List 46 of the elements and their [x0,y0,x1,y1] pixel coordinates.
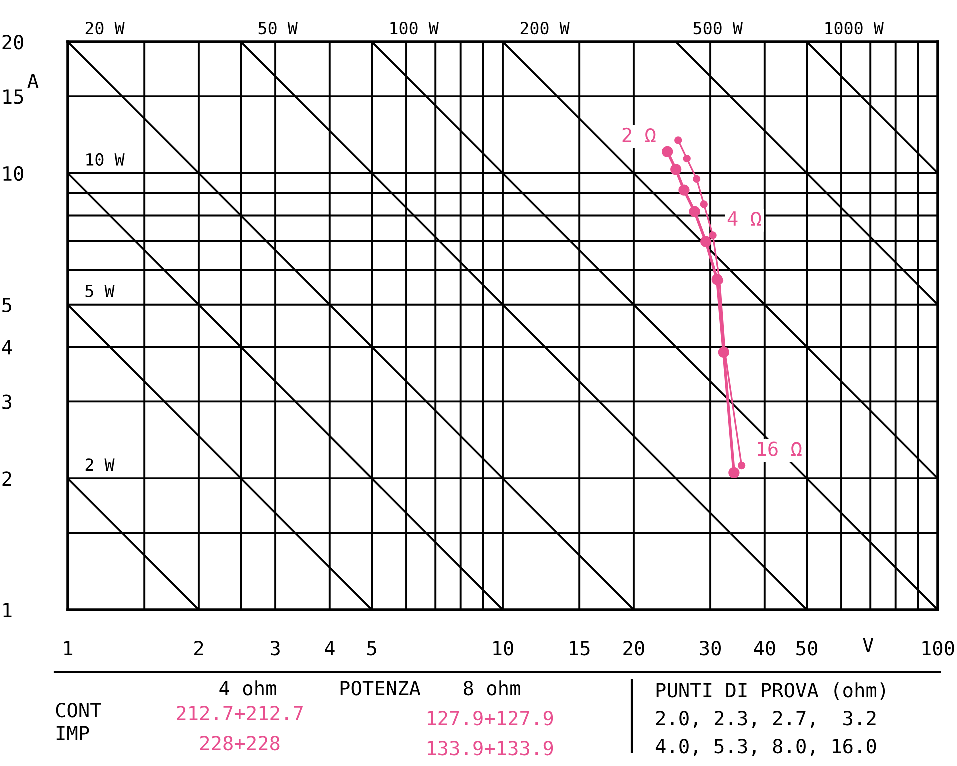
y-tick-label: 2 [2,472,12,486]
x-tick-label: 50 [796,641,818,656]
x-tick-label: 4 [325,641,335,656]
x-tick-label: 30 [700,641,721,656]
x-axis-title: V [863,638,874,652]
y-tick-label: 3 [2,394,12,410]
series-label: 1000 W [826,22,884,35]
x-tick-label: 100 [922,641,954,656]
x-tick-label: 10 [494,641,514,656]
series-label: 5 W [86,285,115,298]
series-label: 10 W [86,153,125,166]
x-tick-label: 15 [570,641,590,656]
text: 127.9+127.9 [428,710,554,726]
series-label: 20 W [86,22,125,35]
series-label: 500 W [694,22,743,35]
x-tick-label: 1 [64,641,73,656]
x-tick-label: 20 [624,641,644,656]
text: PUNTI DI PROVA (ohm) [656,682,886,700]
y-tick-label: 5 [2,298,12,313]
text: CONT [56,702,102,718]
series-label: 100 W [390,22,439,35]
text: 2.0, 2.3, 2.7, 3.2 [656,710,876,728]
series-label: 50 W [258,22,298,35]
text: 4 ohm [220,680,276,696]
text: IMP [56,726,90,740]
text: 8 ohm [464,680,520,696]
y-axis-title: A [28,74,39,88]
x-tick-label: 2 [194,641,204,656]
text: 4.0, 5.3, 8.0, 16.0 [656,738,876,756]
x-tick-label: 40 [754,641,776,656]
y-tick-label: 4 [2,340,12,355]
text: 133.9+133.9 [428,740,554,756]
x-tick-label: 3 [270,641,280,656]
series-label: 200 W [520,22,570,35]
annotation: 4 Ω [728,212,762,226]
y-tick-label: 15 [4,90,24,104]
text: 228+228 [200,736,280,751]
y-tick-label: 1 [4,603,12,618]
annotation: 16 Ω [758,442,802,456]
y-tick-label: 10 [4,166,24,182]
y-tick-label: 20 [2,35,24,50]
series-label: 2 W [86,458,115,471]
text: POTENZA [340,680,421,696]
annotation: 2 Ω [622,128,656,142]
text: 212.7+212.7 [177,706,303,720]
x-tick-label: 5 [368,641,376,656]
